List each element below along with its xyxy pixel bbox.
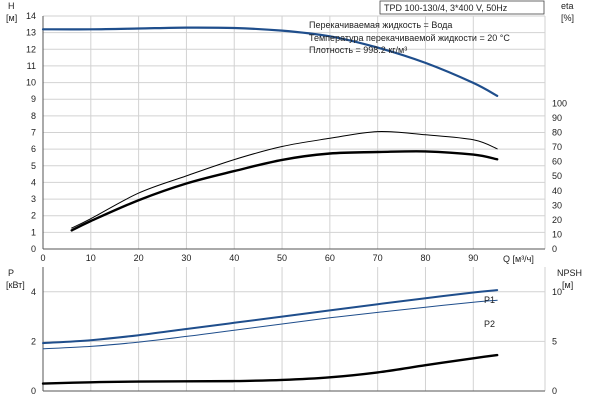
- bottom-series-line-0: [42, 289, 499, 345]
- left-y-tick-label: 2: [31, 336, 36, 346]
- right-y-tick-label: 100: [552, 98, 567, 108]
- right-y-tick-label: 30: [552, 200, 562, 210]
- npsh-axis-label: NPSH: [557, 268, 582, 278]
- left-y-tick-label: 0: [31, 386, 36, 396]
- left-y-tick-label: 0: [31, 244, 36, 254]
- right-y-tick-label: 70: [552, 142, 562, 152]
- top-series-line-1: [70, 150, 499, 232]
- info-line-liquid: Перекачиваемая жидкость = Вода: [309, 20, 452, 30]
- right-y-tick-label: 80: [552, 128, 562, 138]
- left-y-tick-label: 3: [31, 194, 36, 204]
- right-y-tick-label: 0: [552, 386, 557, 396]
- eta-axis-unit: [%]: [561, 13, 574, 23]
- right-y-tick-label: 10: [552, 229, 562, 239]
- x-tick-label: 70: [373, 253, 383, 263]
- x-tick-label: 80: [420, 253, 430, 263]
- bottom-series-line-1: [42, 299, 498, 350]
- x-tick-label: 60: [325, 253, 335, 263]
- legend-p1: P1: [484, 295, 495, 305]
- eta-axis-label: eta: [561, 1, 574, 11]
- top-chart-grid: [42, 15, 546, 250]
- legend-p2: P2: [484, 319, 495, 329]
- left-y-tick-label: 6: [31, 144, 36, 154]
- right-y-tick-label: 20: [552, 215, 562, 225]
- npsh-axis-unit: [м]: [562, 280, 573, 290]
- info-line-density: Плотность = 998.2 кг/м³: [309, 45, 407, 55]
- x-tick-label: 50: [277, 253, 287, 263]
- head-axis-label: H: [8, 1, 15, 11]
- left-y-tick-label: 4: [31, 177, 36, 187]
- left-y-tick-label: 9: [31, 94, 36, 104]
- top-chart-series: [41, 26, 499, 232]
- right-y-tick-label: 5: [552, 336, 557, 346]
- x-tick-label: 0: [40, 253, 45, 263]
- left-y-tick-label: 1: [31, 227, 36, 237]
- power-axis-label: P: [8, 268, 14, 278]
- x-tick-label: 20: [134, 253, 144, 263]
- right-y-tick-label: 10: [552, 287, 562, 297]
- left-y-tick-label: 7: [31, 128, 36, 138]
- left-y-tick-label: 14: [26, 11, 36, 21]
- x-tick-label: 40: [229, 253, 239, 263]
- bottom-chart-ticks: 0 2 4 0 5 10: [31, 267, 562, 396]
- top-chart-ticks: 0 10 20 30 40 50 60 70 80 90012345678910111213140…: [26, 11, 567, 263]
- top-series-line-2: [71, 131, 498, 229]
- bottom-chart-series: [41, 289, 499, 385]
- left-y-tick-label: 2: [31, 211, 36, 221]
- top-series-line-0: [41, 26, 499, 97]
- left-y-tick-label: 5: [31, 161, 36, 171]
- head-axis-unit: [м]: [6, 13, 17, 23]
- right-y-tick-label: 50: [552, 171, 562, 181]
- left-y-tick-label: 8: [31, 111, 36, 121]
- title-box: [379, 0, 545, 15]
- x-tick-label: 90: [468, 253, 478, 263]
- left-y-tick-label: 4: [31, 287, 36, 297]
- right-y-tick-label: 0: [552, 244, 557, 254]
- x-tick-label: 30: [181, 253, 191, 263]
- left-y-tick-label: 12: [26, 44, 36, 54]
- right-y-tick-label: 90: [552, 113, 562, 123]
- x-tick-label: 10: [86, 253, 96, 263]
- power-axis-unit: [кВт]: [6, 280, 25, 290]
- flow-axis-label: Q [м³/ч]: [503, 254, 534, 264]
- right-y-tick-label: 40: [552, 186, 562, 196]
- right-y-tick-label: 60: [552, 157, 562, 167]
- left-y-tick-label: 11: [27, 61, 36, 71]
- left-y-tick-label: 10: [26, 78, 36, 88]
- info-line-temperature: Температура перекачиваемой жидкости = 20…: [309, 33, 510, 43]
- left-y-tick-label: 13: [26, 28, 36, 38]
- chart-title: TPD 100-130/4, 3*400 V, 50Hz: [384, 3, 508, 13]
- bottom-series-line-2: [41, 353, 499, 385]
